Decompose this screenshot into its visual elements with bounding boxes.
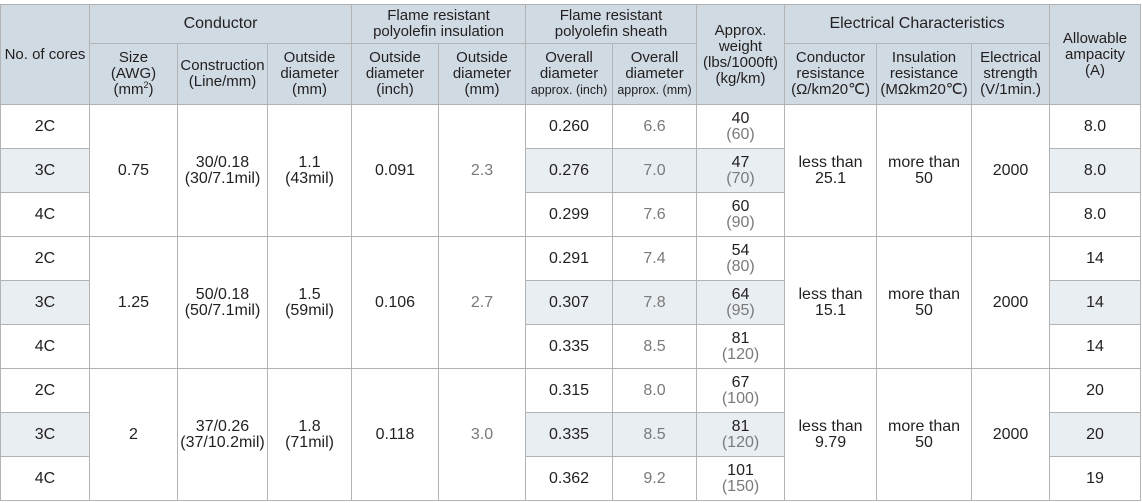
- sheath-od-inch-cell: 0.291: [525, 236, 614, 281]
- header-insulation: Flame resistant polyolefin insulation: [351, 4, 527, 44]
- sheath-od-inch-cell: 0.335: [525, 324, 614, 369]
- ins-od-inch-cell: 0.118: [351, 368, 440, 501]
- sheath-od-inch-cell: 0.362: [525, 456, 614, 501]
- construction-cell: 37/0.26 (37/10.2mil): [177, 368, 268, 501]
- ampacity-cell: 20: [1049, 368, 1142, 413]
- weight-cell: 81 (120): [696, 412, 786, 457]
- header-ampacity: Allowable ampacity (A): [1049, 4, 1142, 105]
- header-construction: Construction (Line/mm): [177, 43, 268, 105]
- cores-cell: 3C: [0, 412, 90, 457]
- table-row: 4C 0.362 9.2 101 (150) 19: [0, 456, 1142, 501]
- ins-od-mm-cell: 2.3: [438, 104, 527, 237]
- sheath-od-mm-cell: 8.0: [612, 368, 698, 413]
- sheath-od-mm-cell: 9.2: [612, 456, 698, 501]
- size-cell: 2: [89, 368, 178, 501]
- header-ins-od-inch: Outside diameter (inch): [351, 43, 440, 105]
- ins-res-cell: more than 50: [876, 104, 973, 237]
- header-cond-res: Conductor resistance (Ω/km20℃): [784, 43, 878, 105]
- ampacity-cell: 14: [1049, 324, 1142, 369]
- ins-res-cell: more than 50: [876, 236, 973, 369]
- table-row: 3C 0.276 7.0 47 (70) 8.0: [0, 148, 1142, 193]
- header-electrical: Electrical Characteristics: [784, 4, 1051, 44]
- table-row: 3C 0.335 8.5 81 (120) 20: [0, 412, 1142, 457]
- sheath-od-inch-cell: 0.335: [525, 412, 614, 457]
- cores-cell: 3C: [0, 148, 90, 193]
- conductor-od-cell: 1.8 (71mil): [266, 368, 353, 501]
- header-sheath: Flame resistant polyolefin sheath: [525, 4, 698, 44]
- conductor-od-cell: 1.1 (43mil): [266, 104, 353, 237]
- weight-cell: 81 (120): [696, 324, 786, 369]
- cores-cell: 4C: [0, 324, 90, 369]
- ampacity-cell: 8.0: [1049, 148, 1142, 193]
- size-cell: 0.75: [89, 104, 178, 237]
- table-row: 2C 0.75 30/0.18 (30/7.1mil) 1.1 (43mil) 0.…: [0, 104, 1142, 237]
- header-weight: Approx. weight (lbs/1000ft) (kg/km): [696, 4, 786, 105]
- weight-cell: 101 (150): [696, 456, 786, 501]
- ins-od-inch-cell: 0.091: [351, 104, 440, 237]
- ampacity-cell: 14: [1049, 236, 1142, 281]
- cable-spec-table: No. of cores Conductor Flame resistant po…: [0, 4, 1142, 501]
- ampacity-cell: 19: [1049, 456, 1142, 501]
- ins-od-mm-cell: 2.7: [438, 236, 527, 369]
- cond-res-cell: less than 15.1: [784, 236, 878, 369]
- table-row: 2C 1.25 50/0.18 (50/7.1mil) 1.5 (59mil) 0.…: [0, 236, 1142, 369]
- ampacity-cell: 8.0: [1049, 192, 1142, 237]
- ins-res-cell: more than 50: [876, 368, 973, 501]
- header-size: Size (AWG) (mm2): [89, 43, 178, 105]
- weight-cell: 54 (80): [696, 236, 786, 281]
- weight-cell: 64 (95): [696, 280, 786, 325]
- weight-cell: 47 (70): [696, 148, 786, 193]
- cores-cell: 2C: [0, 236, 90, 281]
- cores-cell: 2C: [0, 104, 90, 149]
- cores-cell: 4C: [0, 192, 90, 237]
- weight-cell: 60 (90): [696, 192, 786, 237]
- cores-cell: 2C: [0, 368, 90, 413]
- ins-od-mm-cell: 3.0: [438, 368, 527, 501]
- header-elec-strength: Electrical strength (V/1min.): [971, 43, 1051, 105]
- header-ins-od-mm: Outside diameter (mm): [438, 43, 527, 105]
- table-row: 2C 2 37/0.26 (37/10.2mil) 1.8 (71mil) 0.11…: [0, 368, 1142, 501]
- sheath-od-mm-cell: 7.6: [612, 192, 698, 237]
- sheath-od-inch-cell: 0.315: [525, 368, 614, 413]
- header-conductor-od: Outside diameter (mm): [266, 43, 353, 105]
- ampacity-cell: 20: [1049, 412, 1142, 457]
- size-cell: 1.25: [89, 236, 178, 369]
- cond-res-cell: less than 25.1: [784, 104, 878, 237]
- sheath-od-mm-cell: 7.4: [612, 236, 698, 281]
- elec-strength-cell: 2000: [971, 236, 1051, 369]
- construction-cell: 50/0.18 (50/7.1mil): [177, 236, 268, 369]
- sheath-od-mm-cell: 8.5: [612, 324, 698, 369]
- header-conductor: Conductor: [88, 4, 353, 44]
- weight-cell: 40 (60): [696, 104, 786, 149]
- header-cores: No. of cores: [0, 4, 90, 105]
- ins-od-inch-cell: 0.106: [351, 236, 440, 369]
- header-ins-res: Insulation resistance (MΩkm20℃): [876, 43, 973, 105]
- construction-cell: 30/0.18 (30/7.1mil): [177, 104, 268, 237]
- elec-strength-cell: 2000: [971, 104, 1051, 237]
- sheath-od-inch-cell: 0.307: [525, 280, 614, 325]
- cores-cell: 4C: [0, 456, 90, 501]
- header-sheath-od-mm: Overall diameter approx. (mm): [612, 43, 698, 105]
- weight-cell: 67 (100): [696, 368, 786, 413]
- sheath-od-mm-cell: 8.5: [612, 412, 698, 457]
- elec-strength-cell: 2000: [971, 368, 1051, 501]
- table-row: 3C 0.307 7.8 64 (95) 14: [0, 280, 1142, 325]
- cond-res-cell: less than 9.79: [784, 368, 878, 501]
- ampacity-cell: 8.0: [1049, 104, 1142, 149]
- sheath-od-mm-cell: 7.0: [612, 148, 698, 193]
- conductor-od-cell: 1.5 (59mil): [266, 236, 353, 369]
- table-row: 4C 0.299 7.6 60 (90) 8.0: [0, 192, 1142, 237]
- sheath-od-mm-cell: 7.8: [612, 280, 698, 325]
- sheath-od-inch-cell: 0.299: [525, 192, 614, 237]
- ampacity-cell: 14: [1049, 280, 1142, 325]
- header-sheath-od-inch: Overall diameter approx. (inch): [525, 43, 614, 105]
- cores-cell: 3C: [0, 280, 90, 325]
- sheath-od-inch-cell: 0.276: [525, 148, 614, 193]
- sheath-od-mm-cell: 6.6: [612, 104, 698, 149]
- sheath-od-inch-cell: 0.260: [525, 104, 614, 149]
